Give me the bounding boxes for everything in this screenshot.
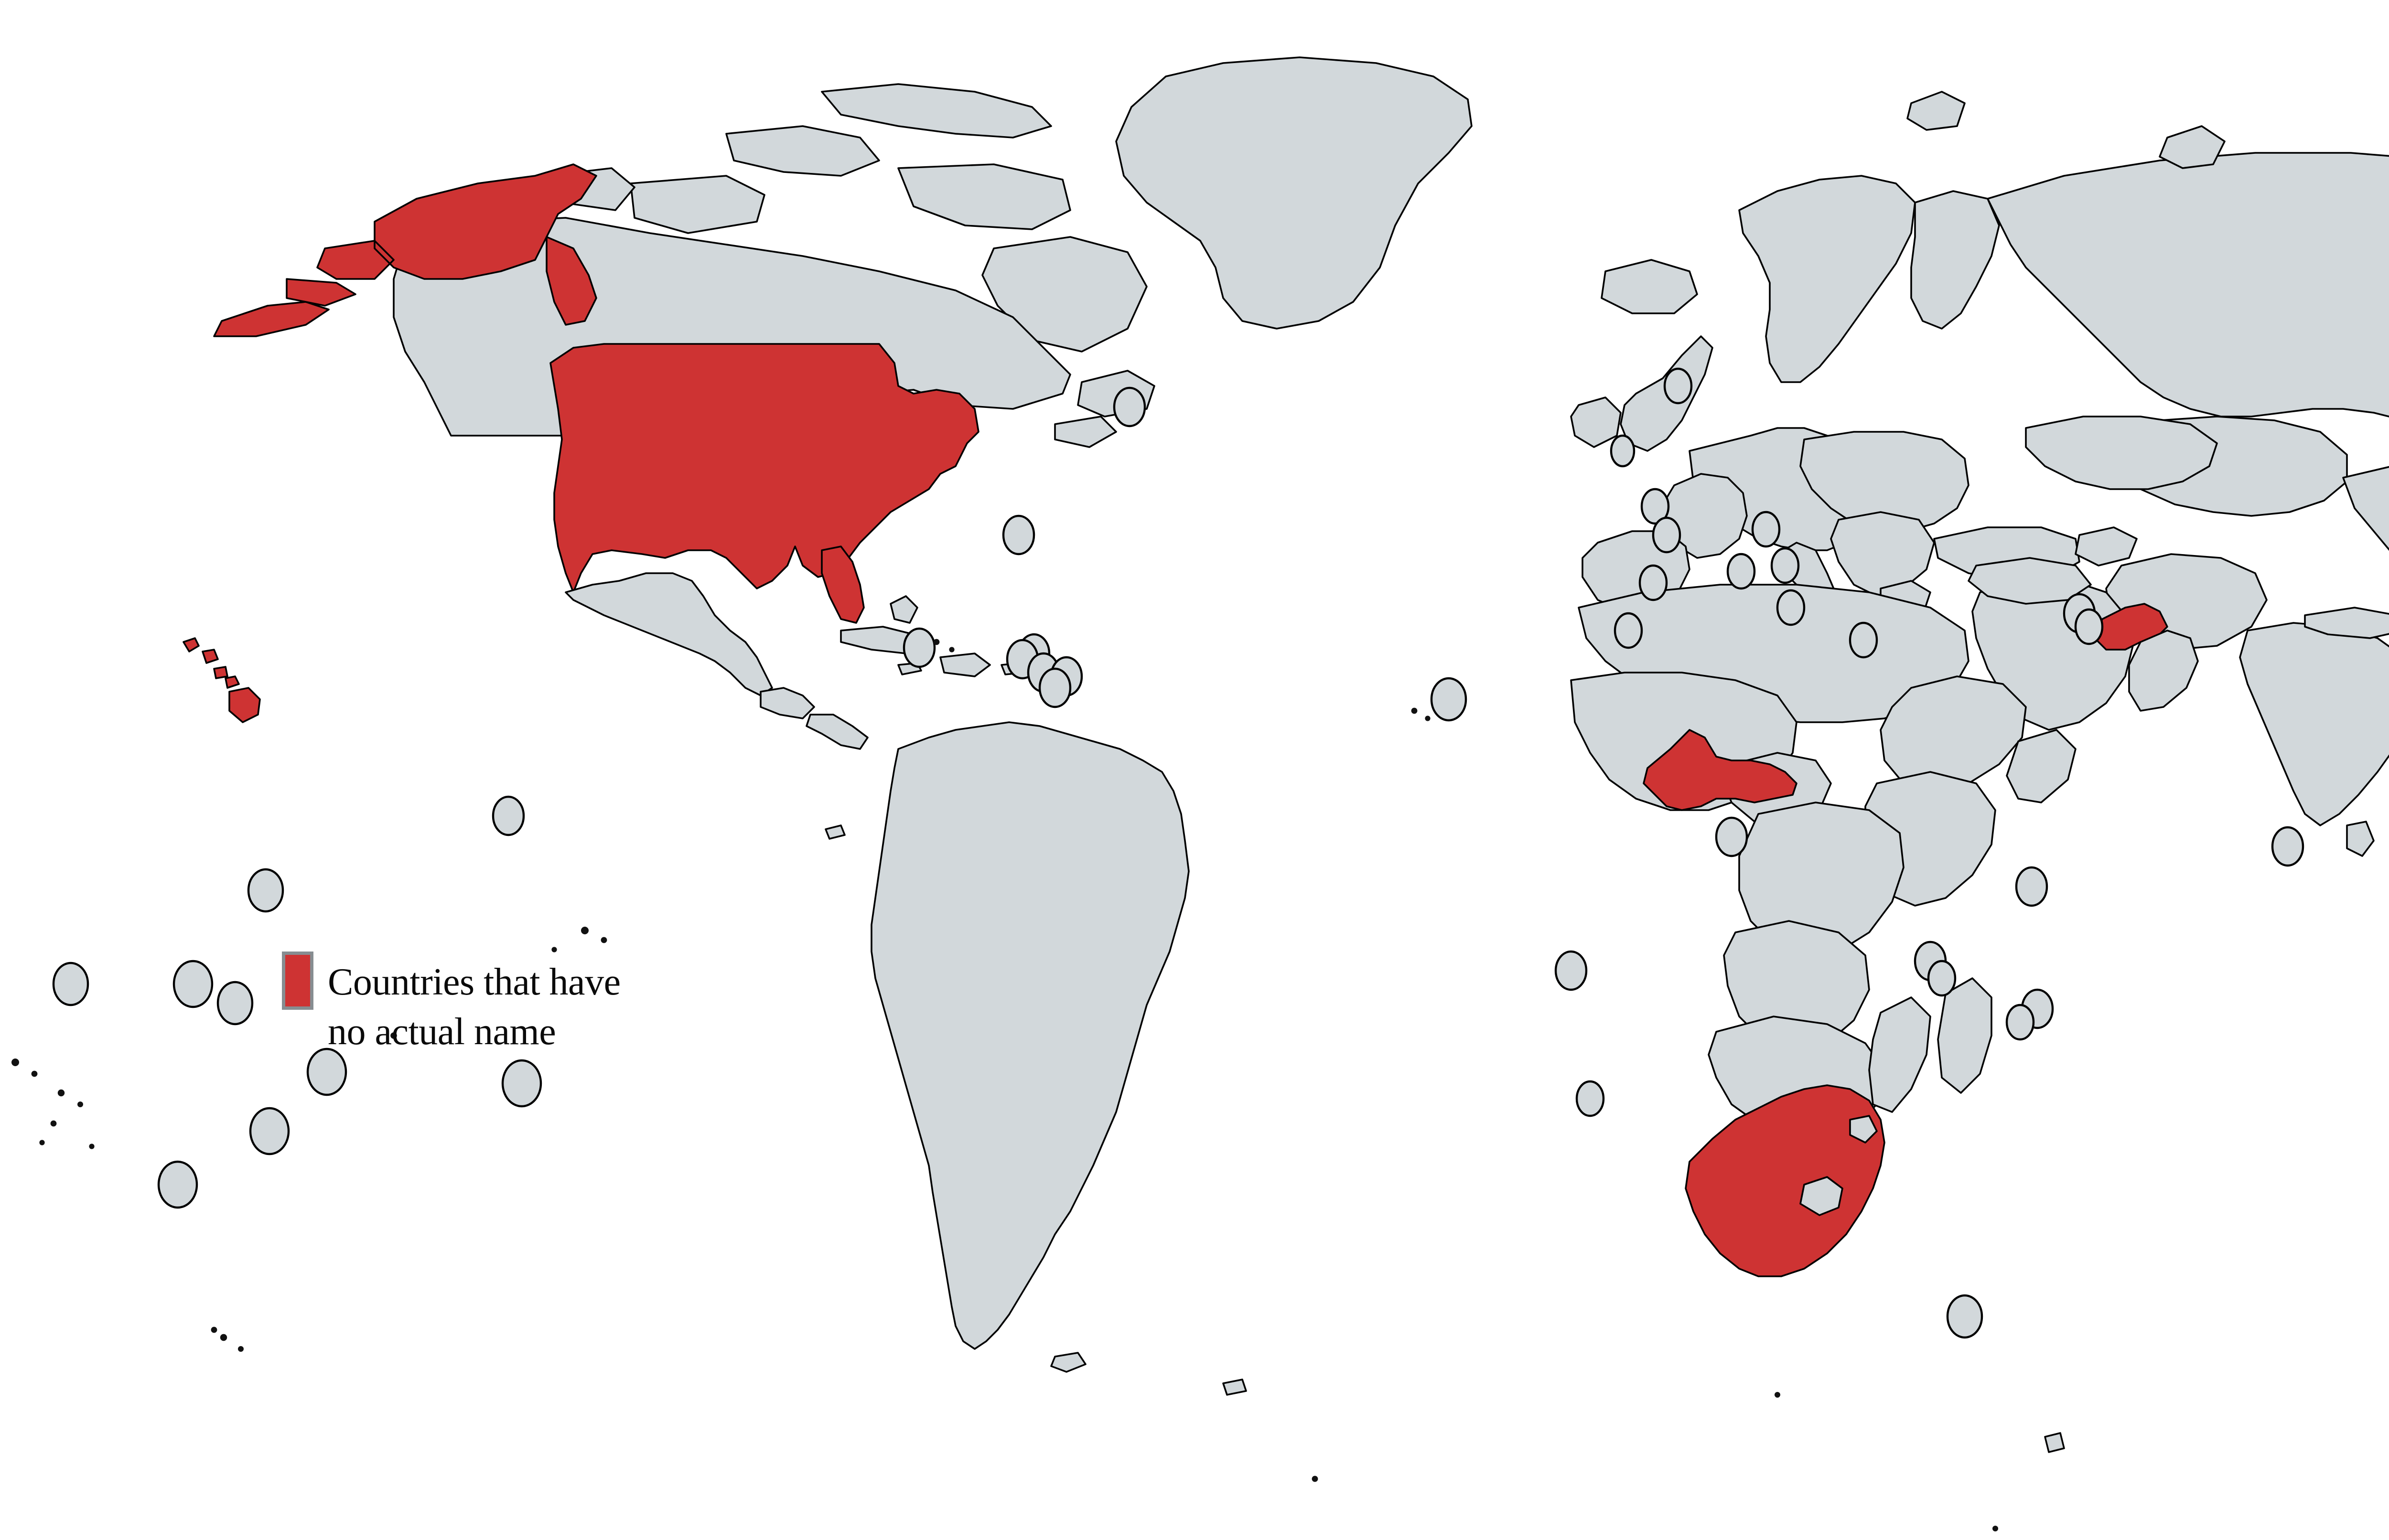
marker-saint-pierre-miquelon <box>1113 386 1146 428</box>
map-legend: Countries that have no actual name <box>282 952 621 1057</box>
marker-reunion <box>2005 1004 2035 1041</box>
marker-monaco <box>1726 553 1756 590</box>
marker-cook-islands <box>492 795 525 836</box>
marker-maldives <box>2271 826 2304 867</box>
region-novaya-zemlya <box>2159 125 2226 169</box>
marker-san-marino <box>1770 547 1800 584</box>
marker-st-helena <box>1554 950 1588 991</box>
country-russia <box>1987 152 2389 417</box>
region-hawaii <box>183 637 261 723</box>
marker-wallis-futuna <box>172 960 214 1008</box>
country-iceland <box>1601 259 1698 314</box>
region-falklands <box>1050 1352 1087 1373</box>
marker-vatican-city <box>1776 589 1806 626</box>
country-usa-alaska <box>213 163 597 337</box>
marker-tokelau <box>249 1107 290 1155</box>
region-mozambique <box>1868 996 1931 1113</box>
country-india <box>2239 622 2389 826</box>
country-finland <box>1910 190 2000 330</box>
legend-label: Countries that have no actual name <box>328 961 621 1053</box>
marker-jersey <box>1652 516 1681 554</box>
country-sri-lanka <box>2346 821 2375 857</box>
marker-sao-tome-principe <box>1715 816 1748 857</box>
country-mexico <box>565 572 773 696</box>
country-lesotho <box>1799 1176 1843 1216</box>
region-bahamas <box>890 595 918 624</box>
region-victoria-island <box>630 175 765 234</box>
country-madagascar <box>1937 977 1992 1094</box>
marker-solomon-islands <box>157 1160 198 1209</box>
region-baffin-island <box>981 236 1148 353</box>
microstate-marker-layer <box>52 367 2304 1339</box>
region-alaska-panhandle <box>546 236 597 326</box>
region-canadian-arctic-1 <box>821 83 1052 139</box>
region-kerguelen <box>2044 1432 2065 1453</box>
country-central-african-republic <box>1643 729 1797 811</box>
region-balkans <box>1830 511 1935 597</box>
marker-pitcairn <box>306 1048 347 1096</box>
region-svalbard <box>1906 91 1966 131</box>
region-galapagos <box>825 824 846 840</box>
marker-french-polynesia <box>247 868 284 913</box>
marker-guernsey <box>1640 488 1670 525</box>
region-hispaniola <box>939 652 991 677</box>
marker-malta <box>1849 621 1878 659</box>
marker-andorra <box>1638 564 1668 601</box>
marker-mayotte <box>1927 960 1957 997</box>
marker-isle-of-man <box>1610 434 1636 468</box>
region-central-europe <box>1799 431 1969 532</box>
region-scandinavia <box>1738 175 1916 383</box>
marker-seychelles <box>2015 866 2048 907</box>
marker-faroe-islands <box>1663 367 1693 405</box>
region-canadian-arctic-3 <box>897 163 1071 230</box>
marker-niue <box>52 962 89 1006</box>
legend-color-swatch <box>282 952 313 1010</box>
marker-gibraltar <box>1614 612 1643 649</box>
marker-bermuda <box>1002 514 1035 556</box>
country-kazakhstan <box>2025 416 2218 490</box>
region-himalaya-nepal <box>2304 607 2389 639</box>
continent-south-america <box>871 721 1190 1350</box>
island-speckle-layer <box>11 639 1998 1531</box>
country-guatemala-honduras <box>760 687 815 719</box>
marker-south-sandwich <box>1946 1294 1983 1339</box>
region-nova-scotia <box>1054 416 1117 448</box>
country-greenland <box>1115 56 1473 330</box>
marker-easter-island <box>501 1059 542 1108</box>
marker-bahamas-marker <box>903 627 936 668</box>
region-south-georgia <box>1222 1379 1247 1396</box>
marker-qatar <box>2074 608 2104 645</box>
marker-grenada <box>1038 667 1072 708</box>
region-florida <box>821 545 865 624</box>
region-drc-congo <box>1738 802 1905 956</box>
marker-tristan <box>1575 1080 1605 1117</box>
country-south-africa <box>1685 1084 1885 1277</box>
country-nicaragua-costarica-panama <box>806 714 869 750</box>
country-ireland <box>1570 396 1622 448</box>
marker-liechtenstein <box>1751 511 1781 548</box>
region-somalia <box>2006 729 2077 803</box>
marker-cape-verde <box>1430 677 1467 722</box>
region-caucasus <box>2075 526 2138 567</box>
region-canadian-arctic-2 <box>725 125 880 177</box>
country-oman <box>2128 630 2199 712</box>
country-china <box>2342 466 2389 551</box>
marker-american-samoa <box>216 981 254 1026</box>
land-layer <box>183 56 2389 1453</box>
country-eswatini <box>1849 1115 1878 1144</box>
